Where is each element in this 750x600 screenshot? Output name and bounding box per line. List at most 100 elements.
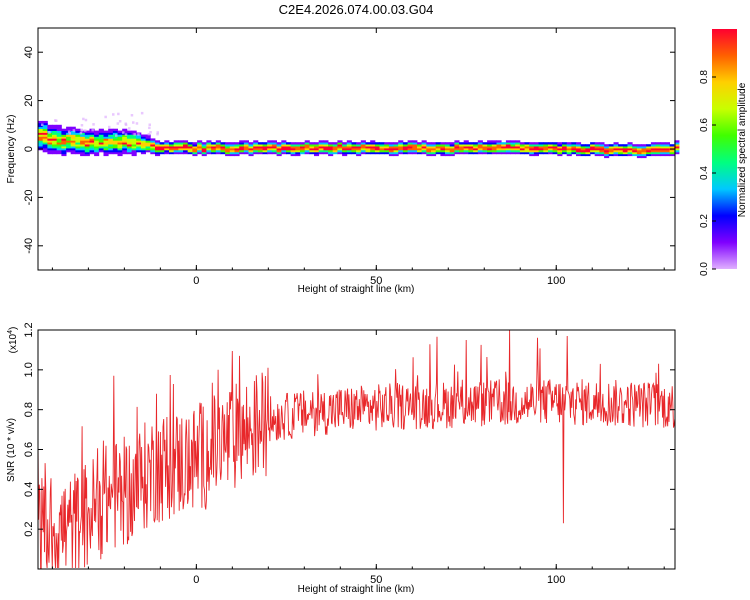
spectrogram-cell [576,142,582,145]
spectrogram-cell [538,151,544,155]
spectrogram-cell [262,144,268,147]
spectrogram-cell [276,144,282,147]
spectrogram-cell [627,146,633,149]
spectrogram-cell [548,148,554,151]
spectrogram-cell [80,151,86,155]
spectrogram-cell [585,144,591,147]
spectrogram-cell [674,151,680,155]
spectrogram-cell [608,144,614,147]
spectrogram-cell [192,144,198,147]
spectrogram-cell [374,146,380,149]
spectrogram-cell [239,142,245,145]
spectrogram-cell [501,146,507,149]
spectrogram-cell [290,151,296,155]
spectrogram-cell [435,148,441,151]
spectrogram-cell [594,146,600,149]
spectrogram-cell [669,146,675,149]
spectrogram-cell [38,144,44,147]
spectrogram-cell [613,146,619,149]
spectrogram-cell [145,134,151,137]
spectrogram-cell [384,150,390,153]
spectrogram-speckle [132,121,135,124]
spectrogram-cell [140,148,146,151]
spectrogram-cell [80,148,86,151]
spectrogram-cell [89,136,95,139]
spectrogram-cell [459,144,465,147]
spectrogram-cell [178,148,184,151]
spectrogram-cell [140,136,146,139]
spectrogram-cell [183,142,189,145]
spectrogram-cell [674,140,680,143]
spectrogram-cell [468,142,474,145]
spectrogram-cell [562,144,568,147]
spectrogram-cell [234,153,240,157]
spectrogram-cell [365,144,371,147]
spectrogram-cell [332,142,338,145]
spectrogram-cell [407,148,413,151]
spectrogram-cell [47,136,53,139]
spectrogram-cell [342,153,348,157]
spectrogram-cell [159,151,165,155]
spectrogram-cell [328,148,334,151]
spectrogram-cell [80,150,86,153]
spectrogram-cell [239,146,245,149]
spectrogram-cell [650,142,656,145]
spectrogram-cell [131,142,137,145]
spectrogram-cell [571,151,577,155]
spectrogram-cell [459,150,465,153]
spectrogram-cell [215,148,221,151]
spectrogram-cell [253,142,259,145]
spectrogram-cell [337,151,343,155]
spectrogram-cell [445,153,451,157]
spectrogram-speckle [79,131,83,135]
spectrogram-cell [365,151,371,155]
spectrogram-cell [267,146,273,149]
spectrogram-speckle [122,131,125,134]
spectrogram-cell [594,150,600,153]
spectrogram-cell [501,148,507,151]
spectrogram-cell [94,142,100,145]
spectrogram-cell [164,151,170,155]
spectrogram-cell [117,150,123,153]
spectrogram-cell [225,150,231,153]
spectrogram-cell [159,146,165,149]
spectrogram-cell [552,151,558,155]
spectrogram-cell [136,140,142,143]
spectrogram-cell [491,148,497,151]
spectrogram-cell [318,144,324,147]
spectrogram-cell [183,150,189,153]
spectrogram-cell [56,134,62,137]
spectrogram-cell [300,150,306,153]
spectrogram-cell [192,146,198,149]
spectrogram-cell [417,148,423,151]
spectrogram-cell [477,148,483,151]
spectrogram-cell [346,150,352,153]
spectrogram-cell [145,144,151,147]
spectrogram-cell [98,140,104,143]
spectrogram-cell [262,150,268,153]
spectrogram-cell [664,142,670,145]
spectrogram-cell [84,146,90,149]
spectrogram-cell [215,144,221,147]
spectrogram-cell [332,150,338,153]
spectrogram-cell [510,148,516,151]
spectrogram-cell [108,128,114,131]
spectrogram-cell [468,148,474,151]
spectrogram-cell [421,140,427,143]
spectrogram-cell [164,146,170,149]
spectrogram-cell [173,150,179,153]
spectrogram-cell [650,153,656,157]
spectrogram-cell [197,142,203,145]
spectrogram-cell [557,150,563,153]
spectrogram-speckle [67,130,71,133]
spectrogram-cell [604,148,610,151]
spectrogram-cell [253,140,259,143]
spectrogram-cell [314,151,320,155]
spectrogram-cell [206,140,212,143]
spectrogram-cell [346,140,352,143]
spectrogram-cell [140,150,146,153]
spectrogram-cell [108,136,114,139]
spectrogram-cell [505,144,511,147]
spectrogram-cell [145,148,151,151]
spectrogram-cell [426,148,432,151]
